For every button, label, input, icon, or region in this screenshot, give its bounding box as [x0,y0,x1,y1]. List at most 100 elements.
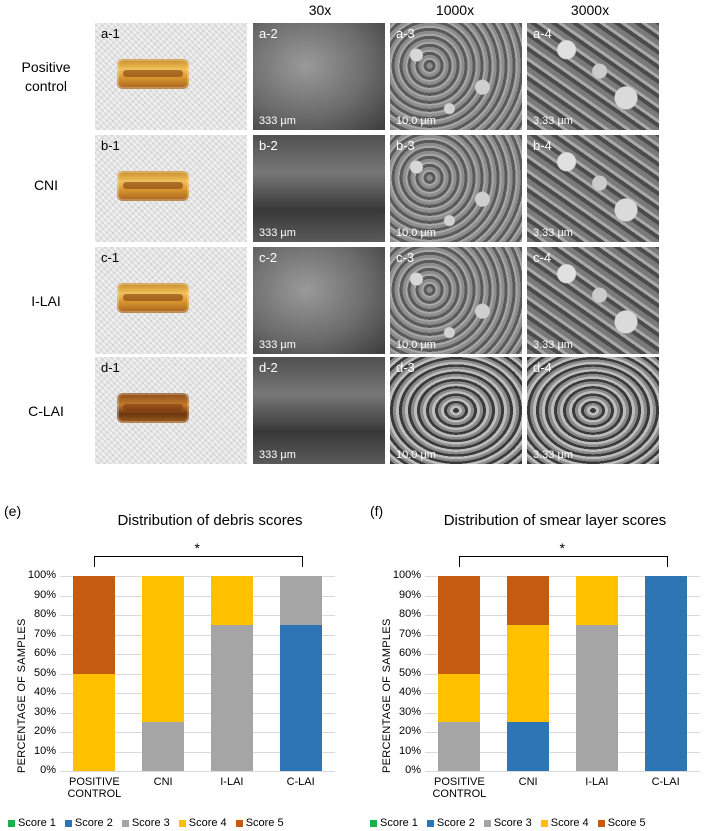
gridline [425,673,700,675]
gridline [425,654,700,655]
y-tick-label: 0% [405,764,421,776]
row-label-positive-control: Positive control [0,58,92,96]
bar-segment [142,722,185,771]
legend-swatch [597,819,605,827]
scale-label: 10.0 µm [396,449,436,461]
bar-segment [142,576,185,723]
x-tick-label: I-LAI [559,776,635,788]
column-header-30x: 30x [308,2,332,18]
sem-image-3000x: a-4 3.33 µm [527,23,659,130]
scale-label: 3.33 µm [533,227,573,239]
panel-tag: b-1 [101,138,120,153]
sem-image-3000x: b-4 3.33 µm [527,135,659,242]
y-tick-label: 80% [33,608,56,620]
y-tick-label: 70% [398,627,421,640]
legend-swatch [8,819,15,827]
sem-image-30x: d-2 333 µm [253,357,385,464]
significance-marker: * [559,540,565,556]
scale-label: 3.33 µm [533,449,573,461]
legend-item: Score 1 [370,817,418,829]
scale-label: 10.0 µm [396,339,436,351]
x-tick-label-line: I-LAI [585,776,609,788]
legend-label: Score 1 [380,817,418,829]
legend-swatch [540,819,548,827]
scale-label: 333 µm [259,115,296,127]
bar-segment [438,722,481,771]
bar-segment [575,576,618,625]
y-tick-label: 50% [398,666,421,679]
panel-tag: a-2 [259,26,278,41]
y-tick-label: 40% [398,686,421,698]
x-tick-label-line: C-LAI [651,776,680,788]
gridline [425,576,700,577]
gridline [60,576,335,577]
x-tick-label: C-LAI [628,776,704,788]
sem-image-1000x: c-3 10.0 µm [390,247,522,354]
panel-tag: d-4 [533,360,552,375]
legend-label: Score 5 [607,817,646,829]
panel-label-e: (e) [4,503,22,519]
gridline [425,693,700,694]
y-tick-label: 100% [392,569,421,581]
y-tick-label: 30% [33,705,56,718]
x-tick-label-line: POSITIVE [434,776,485,788]
gridline [60,693,335,694]
scale-label: 3.33 µm [533,339,573,351]
gridline [425,634,700,636]
row-label-line: I-LAI [31,293,61,309]
legend-swatch [483,819,491,827]
chart-title-debris: Distribution of debris scores [117,512,303,529]
y-tick-label: 70% [33,627,56,640]
row-label-c-lai: C-LAI [0,402,92,421]
significance-marker: * [194,540,200,556]
significance-bracket [459,556,668,567]
tooth-specimen [117,283,189,313]
bar-segment [507,624,550,723]
gridline [60,732,335,733]
bar-segment [279,576,322,625]
bar-segment [644,576,687,771]
y-tick-label: 20% [398,725,421,737]
legend-label: Score 3 [493,817,532,829]
panel-tag: d-3 [396,360,415,375]
y-tick-label: 0% [40,764,56,776]
gridline [425,615,700,616]
x-tick-label: I-LAI [194,776,270,788]
bar-segment [507,722,550,771]
chart-legend: Score 1 Score 2 Score 3 Score 4 Score 5 [370,817,646,829]
sem-image-3000x: c-4 3.33 µm [527,247,659,354]
bar-segment [438,576,481,674]
panel-tag: b-2 [259,138,278,153]
panel-label-f: (f) [370,503,384,519]
column-header-1000x: 1000x [435,2,475,18]
y-tick-label: 80% [398,608,421,620]
sem-image-1000x: b-3 10.0 µm [390,135,522,242]
bar-segment [438,673,481,723]
y-tick-label: 10% [33,744,56,757]
legend-swatch [121,819,129,827]
chart-title-smear-layer: Distribution of smear layer scores [443,512,667,529]
legend-item: Score 3 [483,817,532,829]
bar-segment [279,624,322,771]
legend-item: Score 5 [597,817,646,829]
legend-item: Score 5 [235,817,284,829]
x-tick-label-line: POSITIVE [69,776,120,788]
x-tick-label-line: CNI [518,776,538,788]
scale-label: 333 µm [259,339,296,351]
significance-bracket [94,556,303,567]
panel-tag: a-1 [101,26,120,41]
legend-item: Score 3 [121,817,170,829]
y-tick-label: 60% [33,647,56,659]
panel-tag: b-4 [533,138,552,153]
row-label-line: control [24,78,68,94]
sem-image-30x: a-2 333 µm [253,23,385,130]
x-tick-label: C-LAI [263,776,339,788]
x-tick-label: POSITIVE CONTROL [421,776,497,800]
sem-image-1000x: d-3 10.0 µm [390,357,522,464]
y-tick-label: 20% [33,725,56,737]
scale-label: 333 µm [259,449,296,461]
bar-segment [73,576,116,674]
legend-swatch [426,819,434,827]
specimen-photo: c-1 [95,247,247,354]
legend-label: Score 2 [74,817,113,829]
